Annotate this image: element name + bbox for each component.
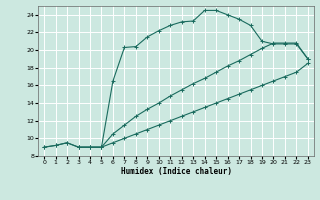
- X-axis label: Humidex (Indice chaleur): Humidex (Indice chaleur): [121, 167, 231, 176]
